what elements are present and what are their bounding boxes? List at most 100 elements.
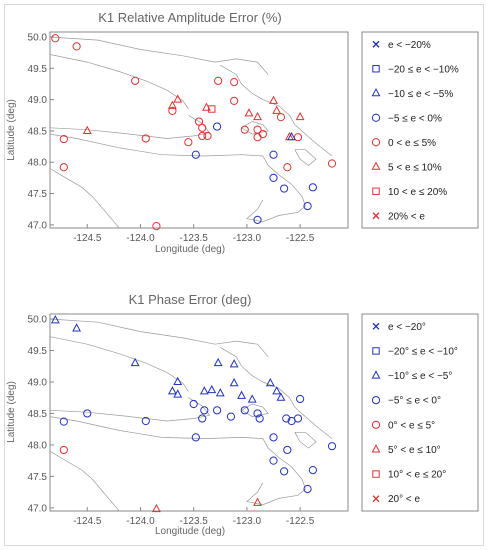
legend-marker [372,347,380,355]
data-point [308,465,317,475]
data-point [253,497,262,506]
data-point [230,77,239,87]
data-point [253,133,262,142]
legend-label: 0 < e ≤ 5% [388,138,436,149]
coastline [220,64,333,157]
legend-marker [372,495,380,503]
data-point [272,386,282,395]
data-point [253,409,262,418]
legend-label: e < −20% [388,40,431,51]
data-point [167,386,177,395]
data-point [191,433,200,442]
data-point [287,131,297,141]
y-tick-label: 47.0 [28,503,48,514]
legend-marker [372,212,380,220]
x-axis-label: Longitude (deg) [155,244,225,255]
data-point [283,445,292,455]
data-point [327,159,337,168]
data-point [247,394,257,403]
data-point [269,433,278,442]
coastline [262,438,306,496]
y-tick-label: 48.5 [28,409,48,420]
data-point [253,215,262,224]
data-point [173,376,183,385]
data-points [50,315,337,513]
x-tick-label: -124.5 [73,516,102,527]
data-point [293,414,303,423]
data-point [303,484,312,494]
y-tick-label: 48.0 [28,440,48,451]
data-point [255,414,264,423]
legend-marker [371,444,381,453]
y-tick-label: 49.5 [28,64,48,75]
data-point [173,94,183,103]
legend-marker [372,322,380,330]
plot-area [49,313,349,512]
coastline [294,149,317,166]
y-tick-label: 50.0 [28,33,48,44]
chart-panel-1: K1 Relative Amplitude Error (%) -124.5 -12… [6,10,479,255]
legend-label: e < −20° [388,322,426,333]
data-point [191,150,200,159]
data-point [59,417,68,426]
data-point [59,445,68,455]
data-point [272,105,282,114]
data-point [198,414,207,423]
legend-label: 10 < e ≤ 20% [388,187,447,198]
x-tick-label: -124.5 [73,233,102,244]
legend-label: −10° ≤ e < −5° [388,371,452,382]
data-point [296,394,305,404]
data-point [212,406,222,415]
data-point [240,406,249,415]
y-tick-label: 47.5 [28,472,48,483]
legend-label: 20% < e [388,211,425,222]
data-point [152,222,161,231]
data-point [50,315,60,324]
data-point [213,357,223,367]
chart-panel-2: K1 Phase Error (deg) -124.5 -124.0 -123.5 -1… [6,292,479,537]
y-tick-label: 47.5 [28,189,48,200]
legend-label: −5° ≤ e < 0° [388,396,441,407]
data-point [327,442,337,451]
x-tick-label: -123.0 [233,233,262,244]
y-tick-label: 48.5 [28,126,48,137]
plot-area [49,31,349,229]
data-point [215,388,225,397]
legend-marker [371,396,381,405]
y-tick-label: 48.0 [28,158,48,169]
y-axis-label: Latitude (deg) [6,99,17,161]
data-point [269,456,278,465]
legend-label: −5 ≤ e < 0% [388,113,442,124]
data-point [173,389,183,398]
legend-marker [372,187,380,195]
data-point [226,412,236,421]
x-tick-label: -124.0 [126,233,155,244]
data-point [131,76,140,85]
y-tick-label: 49.0 [28,377,48,388]
coastline [50,450,120,511]
data-point [151,503,161,513]
data-point [303,201,312,211]
x-tick-label: -124.0 [126,516,155,527]
data-point [168,106,177,116]
coastline [50,133,263,157]
data-point [265,377,275,387]
data-point [141,416,150,426]
data-point [207,384,217,394]
data-point [200,406,209,415]
legend-marker [372,65,380,73]
data-point [203,131,212,141]
data-point [198,123,207,132]
data-point [240,125,249,134]
data-point [269,95,278,104]
legend-label: 5 < e ≤ 10% [388,162,442,173]
legend-marker [372,470,380,478]
data-point [189,399,198,409]
data-point [253,111,262,121]
y-tick-label: 47.0 [28,220,48,231]
data-points [51,34,337,231]
data-point [51,34,60,43]
x-axis-label: Longitude (deg) [155,526,225,537]
coastline [50,168,120,228]
